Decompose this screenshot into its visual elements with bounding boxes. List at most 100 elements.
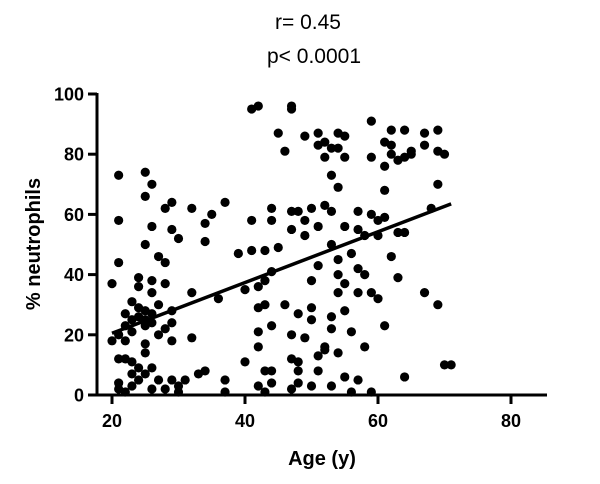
data-point xyxy=(286,206,297,216)
data-point xyxy=(267,366,277,376)
data-point xyxy=(286,104,297,114)
data-point xyxy=(380,212,390,223)
data-point xyxy=(433,179,443,189)
data-point xyxy=(286,224,297,235)
data-point xyxy=(406,146,416,156)
data-point xyxy=(400,372,410,382)
data-point xyxy=(134,282,144,292)
data-point xyxy=(220,375,230,385)
data-point xyxy=(253,342,263,352)
data-point xyxy=(300,230,310,241)
data-point xyxy=(273,242,283,253)
data-point xyxy=(140,348,150,358)
data-point xyxy=(346,327,356,337)
data-point xyxy=(153,375,164,385)
data-point xyxy=(187,203,197,213)
data-point xyxy=(313,351,323,361)
data-point xyxy=(200,218,210,229)
data-point xyxy=(153,251,164,262)
data-point xyxy=(260,300,270,310)
data-point xyxy=(419,288,430,298)
data-point xyxy=(366,116,376,126)
data-point xyxy=(167,224,177,235)
data-point xyxy=(127,381,137,391)
data-point xyxy=(260,276,270,286)
data-point xyxy=(167,318,177,328)
data-point xyxy=(127,357,137,367)
data-point xyxy=(247,215,257,226)
data-point xyxy=(326,170,337,180)
data-point xyxy=(346,248,356,259)
data-point xyxy=(127,369,137,379)
regression-fit xyxy=(111,202,452,335)
data-point xyxy=(333,182,343,192)
data-point xyxy=(114,215,124,226)
data-point xyxy=(313,128,323,138)
data-point xyxy=(320,342,330,352)
data-point xyxy=(353,288,363,298)
y-axis-ticks: 0 20 40 60 80 100 xyxy=(54,85,97,406)
x-axis-title: Age (y) xyxy=(288,448,356,470)
data-point xyxy=(380,321,390,331)
data-point xyxy=(439,360,450,370)
data-point xyxy=(147,363,157,373)
data-point xyxy=(160,203,170,213)
data-point xyxy=(346,387,356,397)
data-point xyxy=(353,224,363,235)
y-tick-label: 60 xyxy=(64,205,84,225)
data-point xyxy=(147,221,157,232)
data-point xyxy=(400,125,410,135)
data-point xyxy=(134,375,144,385)
data-point xyxy=(300,333,310,343)
data-point xyxy=(173,233,184,244)
data-point xyxy=(433,125,443,135)
data-point xyxy=(153,300,164,310)
x-tick-label: 40 xyxy=(235,411,255,431)
data-point xyxy=(267,215,277,226)
p-value-annotation: p< 0.0001 xyxy=(267,45,361,68)
data-point xyxy=(326,312,337,322)
data-point xyxy=(313,366,323,376)
data-point xyxy=(340,306,350,316)
data-point xyxy=(393,227,403,238)
data-point xyxy=(306,303,317,313)
data-point xyxy=(127,327,137,337)
data-point xyxy=(200,236,210,247)
data-point xyxy=(233,248,243,259)
data-point xyxy=(280,146,290,156)
y-tick-label: 80 xyxy=(64,145,84,165)
data-point xyxy=(160,257,170,268)
data-point xyxy=(386,140,396,150)
data-point xyxy=(147,288,157,298)
data-point xyxy=(366,387,376,397)
data-point xyxy=(180,375,190,385)
data-point xyxy=(273,128,283,138)
data-point xyxy=(114,257,124,268)
data-point xyxy=(326,143,337,153)
data-point xyxy=(300,215,310,226)
data-point xyxy=(446,360,456,370)
data-point xyxy=(326,381,337,391)
data-point xyxy=(393,273,403,283)
data-point xyxy=(200,366,210,376)
data-point xyxy=(333,348,343,358)
x-tick-label: 80 xyxy=(501,411,521,431)
y-tick-label: 0 xyxy=(74,386,84,406)
data-point xyxy=(120,309,130,319)
data-point xyxy=(293,357,303,367)
data-point xyxy=(293,378,303,388)
data-point xyxy=(333,254,343,265)
data-point xyxy=(286,330,297,340)
data-point xyxy=(107,279,117,289)
data-point xyxy=(386,125,396,135)
data-point xyxy=(267,378,277,388)
data-point xyxy=(147,179,157,189)
data-point xyxy=(306,276,317,286)
y-tick-label: 20 xyxy=(64,325,84,345)
y-axis-title: % neutrophils xyxy=(23,178,45,310)
data-point xyxy=(114,170,124,180)
data-point xyxy=(306,381,317,391)
data-point xyxy=(353,206,363,216)
data-point xyxy=(140,339,150,349)
correlation-annotation: r= 0.45 xyxy=(275,11,341,34)
